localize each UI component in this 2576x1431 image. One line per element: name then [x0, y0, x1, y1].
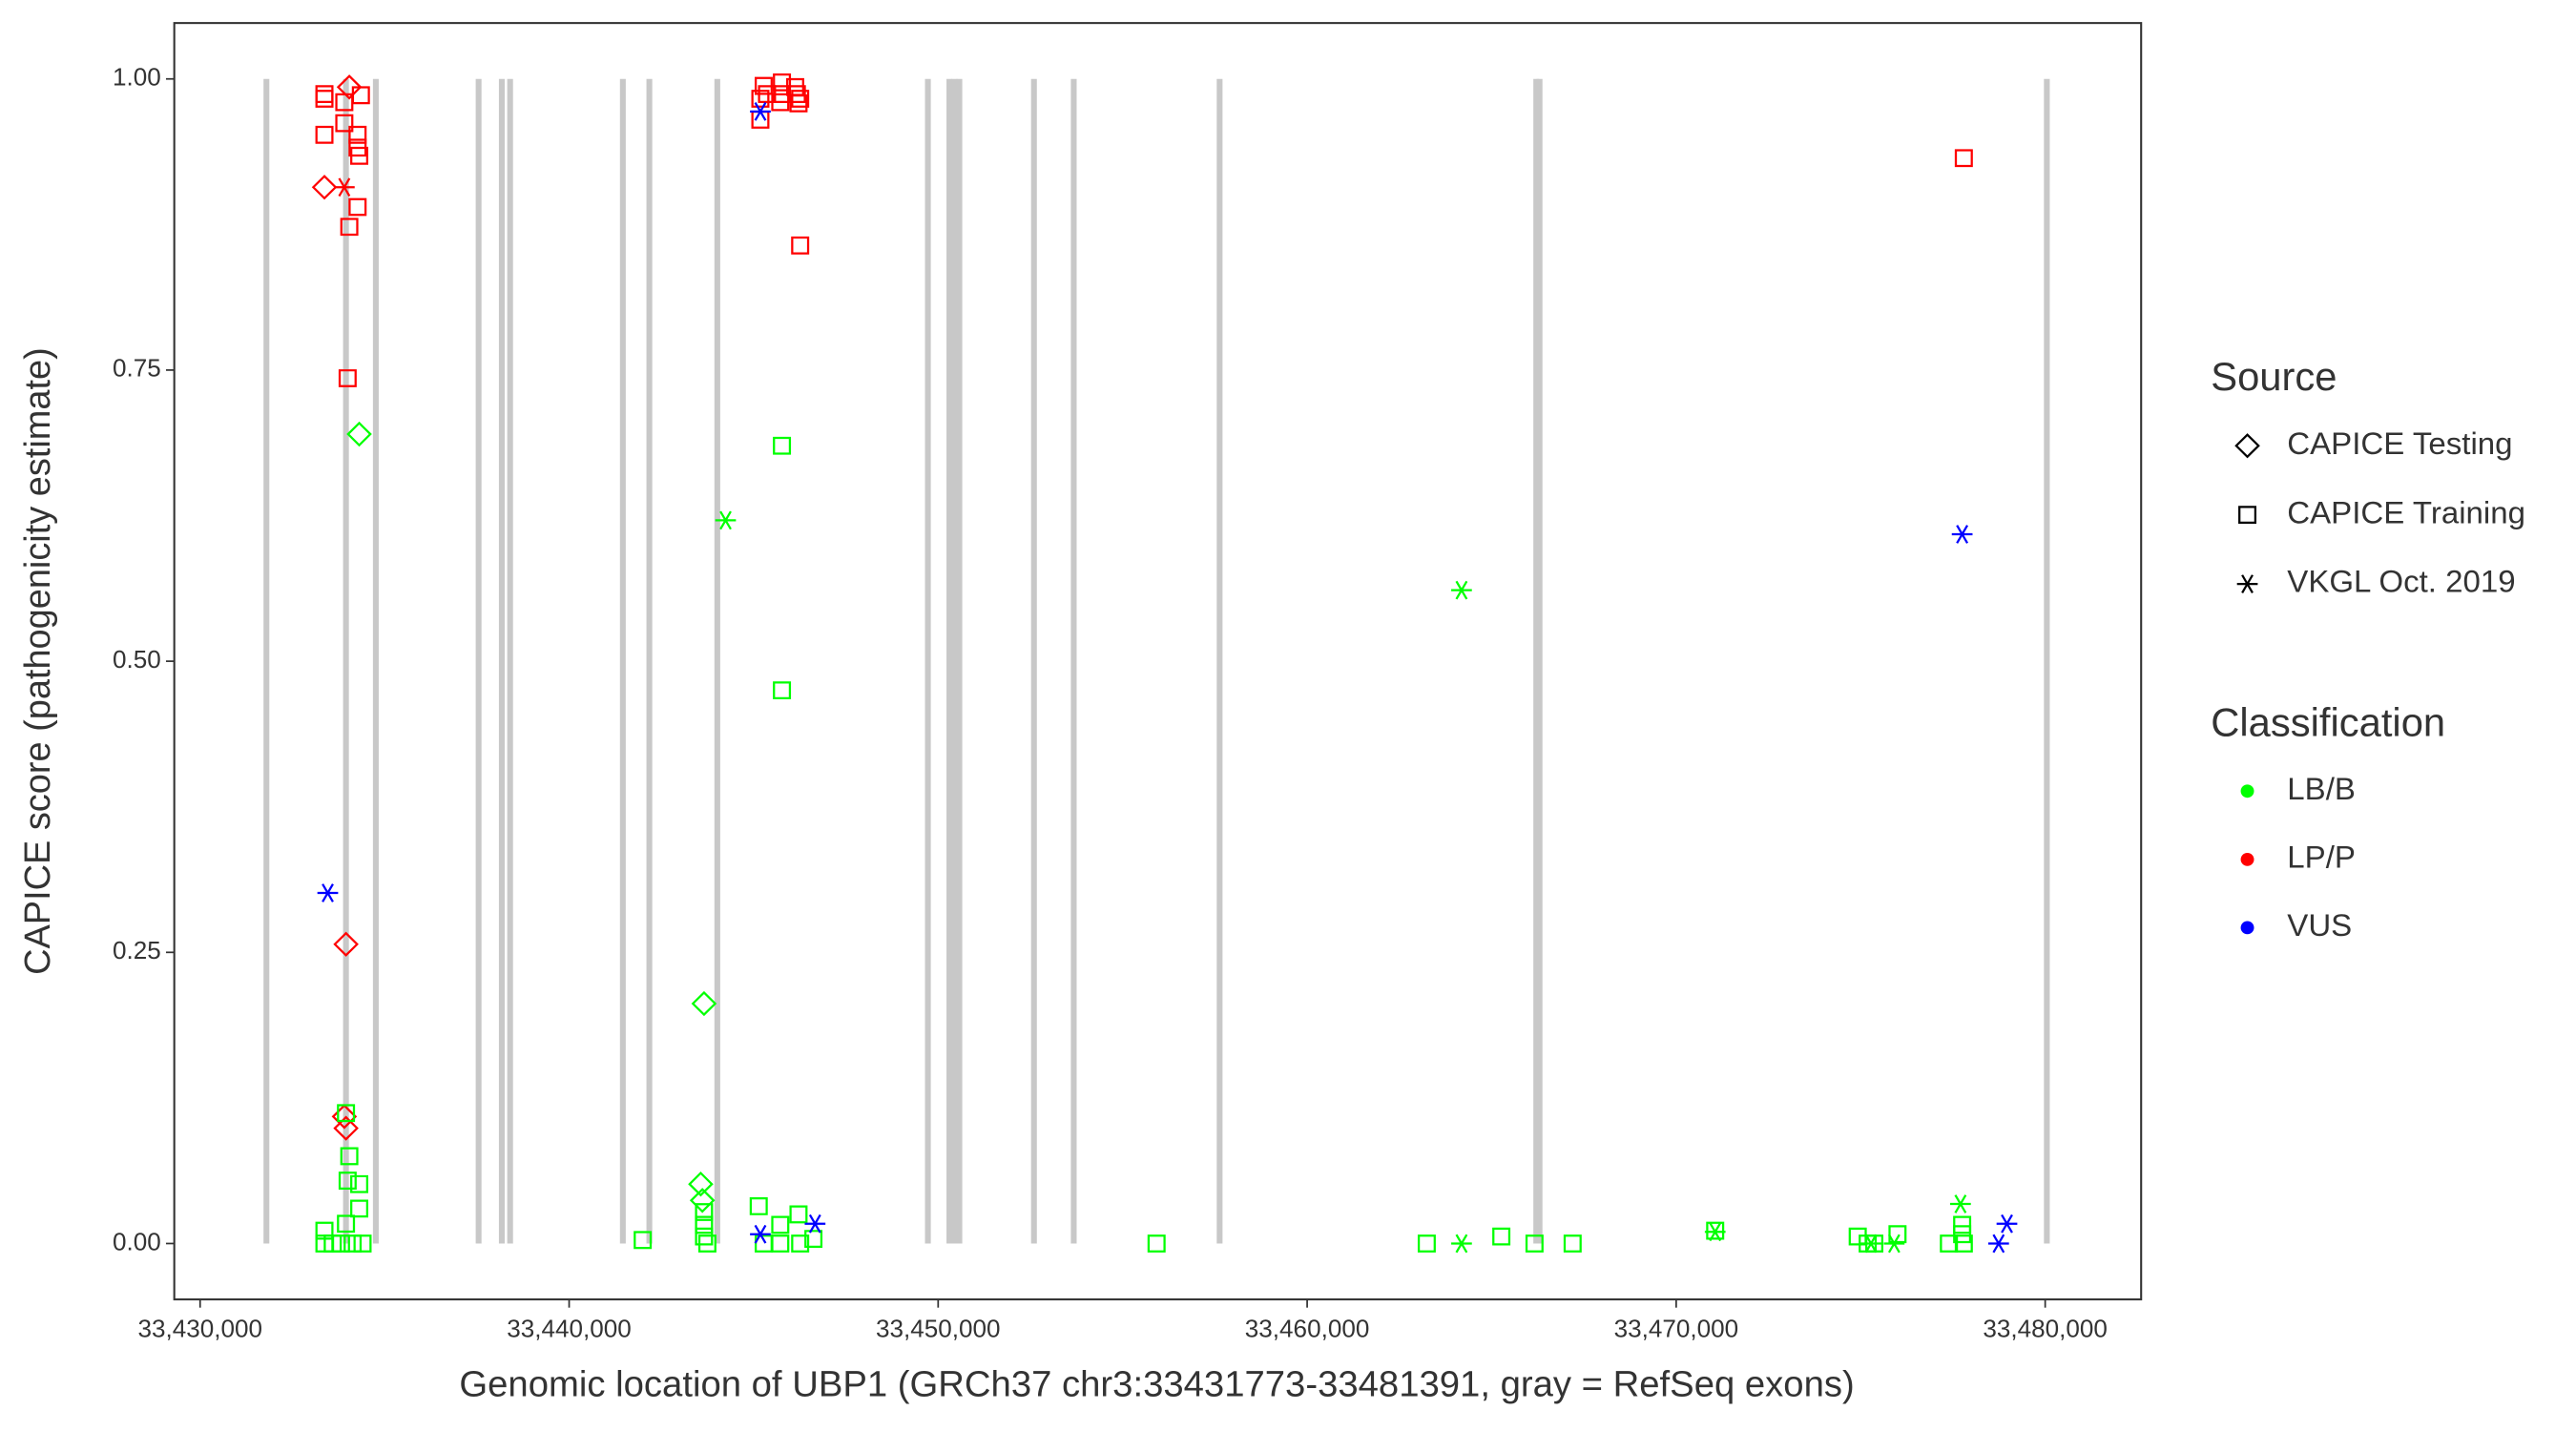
point [333, 1115, 359, 1141]
point [789, 93, 808, 113]
point [350, 1174, 369, 1193]
legend-key [2238, 506, 2257, 525]
point [771, 1215, 790, 1234]
point [1950, 1194, 1971, 1213]
point [688, 1172, 714, 1197]
legend-key [2240, 921, 2254, 935]
point [697, 1234, 717, 1253]
point [348, 197, 367, 217]
point [773, 436, 792, 455]
point [773, 681, 792, 700]
x-tick-label: 33,460,000 [1245, 1315, 1370, 1343]
point [695, 1227, 714, 1246]
point [348, 138, 367, 157]
plot-panel [173, 22, 2143, 1301]
legend-label: LB/B [2287, 771, 2356, 806]
point [335, 114, 354, 133]
point [634, 1231, 653, 1250]
point [750, 102, 771, 121]
point [1951, 525, 1973, 544]
legend-label: CAPICE Testing [2287, 425, 2512, 461]
point [338, 369, 357, 387]
point [1147, 1234, 1166, 1253]
point [338, 1172, 357, 1190]
x-tick-label: 33,450,000 [876, 1315, 1001, 1343]
point [1953, 1225, 1972, 1244]
y-tick-label: 0.50 [113, 645, 161, 674]
legend-key [2240, 852, 2254, 866]
point [333, 931, 359, 957]
x-tick-label: 33,470,000 [1614, 1315, 1739, 1343]
point [771, 93, 790, 112]
y-tick-label: 1.00 [113, 63, 161, 92]
point [1865, 1234, 1884, 1253]
point [1417, 1234, 1436, 1253]
point [791, 236, 810, 255]
point [1492, 1227, 1511, 1246]
y-tick-label: 0.25 [113, 936, 161, 964]
x-tick-label: 33,480,000 [1983, 1315, 2108, 1343]
point [351, 86, 370, 105]
point [1987, 1234, 2009, 1254]
point [311, 175, 338, 200]
legend-label: LP/P [2287, 840, 2356, 875]
legend-label: CAPICE Training [2287, 494, 2525, 529]
point [336, 74, 363, 100]
point [787, 85, 806, 103]
point [1954, 149, 1973, 168]
point [791, 90, 810, 108]
point [334, 177, 355, 197]
point [315, 90, 334, 108]
y-tick-label: 0.00 [113, 1227, 161, 1255]
point [750, 1224, 771, 1244]
x-tick-label: 33,430,000 [137, 1315, 262, 1343]
point [1883, 1234, 1905, 1254]
point [689, 1188, 716, 1213]
point [346, 421, 372, 447]
point [1451, 580, 1472, 600]
point [1706, 1221, 1725, 1240]
point [1525, 1234, 1544, 1253]
point [353, 1234, 372, 1253]
legend-key [2234, 433, 2260, 459]
point [331, 1104, 358, 1130]
point [791, 1234, 810, 1253]
point [749, 1197, 768, 1215]
point [691, 990, 717, 1017]
point [771, 1234, 790, 1253]
point [789, 1205, 808, 1224]
legend-key [2236, 574, 2258, 593]
point [1954, 1234, 1973, 1253]
point [1451, 1234, 1472, 1254]
point [1860, 1234, 1881, 1254]
x-axis-title: Genomic location of UBP1 (GRCh37 chr3:33… [459, 1365, 1854, 1405]
point [337, 1214, 356, 1234]
point [804, 1213, 826, 1234]
point [317, 883, 339, 902]
point [751, 90, 770, 108]
point [315, 125, 334, 144]
point [715, 510, 737, 530]
point [350, 1199, 369, 1218]
point [337, 1104, 356, 1123]
point [804, 1230, 823, 1248]
legend-label: VUS [2287, 907, 2352, 943]
legend-label: VKGL Oct. 2019 [2287, 564, 2515, 599]
legend-title: Classification [2211, 699, 2445, 744]
legend-key [2240, 784, 2254, 798]
y-tick-label: 0.75 [113, 354, 161, 383]
point [1704, 1222, 1726, 1242]
point [340, 1147, 359, 1166]
point [350, 146, 369, 165]
y-axis-title: CAPICE score (pathogenicity estimate) [18, 347, 58, 975]
point [340, 218, 359, 237]
point [1996, 1213, 2018, 1234]
legend-title: Source [2211, 354, 2337, 399]
point [1563, 1234, 1582, 1253]
x-tick-label: 33,440,000 [507, 1315, 632, 1343]
